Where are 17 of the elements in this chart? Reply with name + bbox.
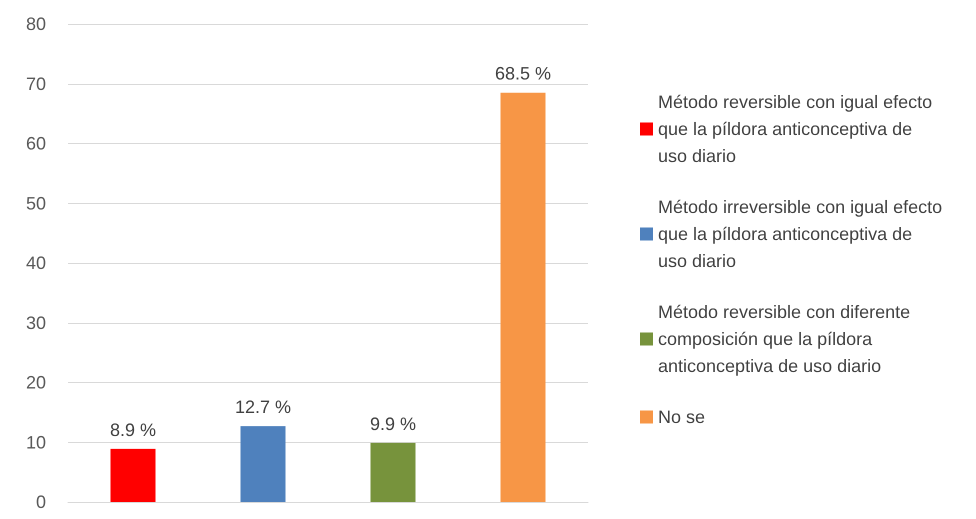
y-tick-label: 20 xyxy=(26,372,46,392)
y-tick-label: 30 xyxy=(26,312,46,333)
y-tick-label: 50 xyxy=(26,193,46,214)
legend-label: Método reversible con diferente composición que la píldora anticonceptiva de uso diario xyxy=(658,302,916,376)
data-label: 8.9 % xyxy=(110,420,156,440)
legend-label: Método irreversible con igual efecto que la píldora anticonceptiva de uso diario xyxy=(658,197,948,271)
y-tick-label: 10 xyxy=(26,432,46,452)
y-tick-label: 80 xyxy=(26,14,46,34)
y-tick-label: 0 xyxy=(36,492,46,512)
legend-label: Método reversible con igual efecto que la píldora anticonceptiva de uso diario xyxy=(658,92,938,166)
y-tick-label: 40 xyxy=(26,253,46,273)
data-label: 12.7 % xyxy=(234,397,292,418)
data-label: 68.5 % xyxy=(494,64,552,84)
y-tick-label: 70 xyxy=(26,74,46,94)
legend-label: No se xyxy=(658,407,706,427)
y-tick-label: 60 xyxy=(26,134,46,154)
data-label: 9.9 % xyxy=(370,414,416,434)
